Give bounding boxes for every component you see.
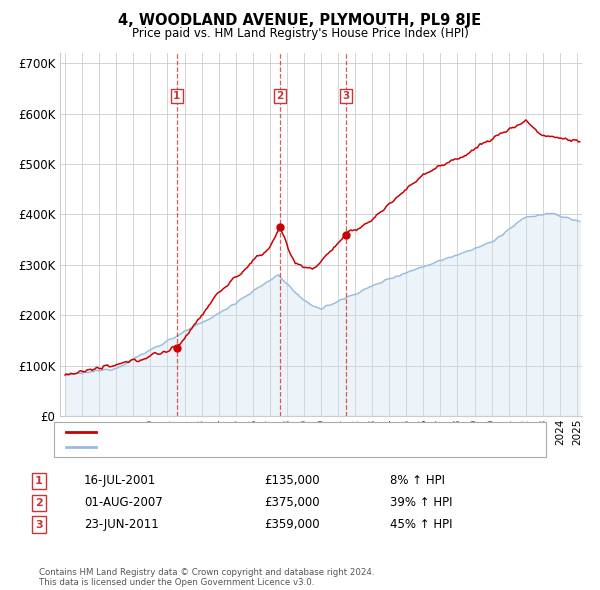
Text: 3: 3 [35, 520, 43, 529]
Text: 1: 1 [173, 91, 181, 101]
Text: 23-JUN-2011: 23-JUN-2011 [84, 518, 159, 531]
Text: £359,000: £359,000 [264, 518, 320, 531]
Text: Contains HM Land Registry data © Crown copyright and database right 2024.
This d: Contains HM Land Registry data © Crown c… [39, 568, 374, 587]
Text: 1: 1 [35, 476, 43, 486]
Text: 8% ↑ HPI: 8% ↑ HPI [390, 474, 445, 487]
Text: £135,000: £135,000 [264, 474, 320, 487]
Text: 39% ↑ HPI: 39% ↑ HPI [390, 496, 452, 509]
Text: 45% ↑ HPI: 45% ↑ HPI [390, 518, 452, 531]
Text: 4, WOODLAND AVENUE, PLYMOUTH, PL9 8JE: 4, WOODLAND AVENUE, PLYMOUTH, PL9 8JE [118, 13, 482, 28]
Text: 2: 2 [35, 498, 43, 507]
Text: 3: 3 [343, 91, 350, 101]
Text: HPI: Average price, detached house, City of Plymouth: HPI: Average price, detached house, City… [103, 442, 383, 453]
Text: 01-AUG-2007: 01-AUG-2007 [84, 496, 163, 509]
Text: £375,000: £375,000 [264, 496, 320, 509]
Text: Price paid vs. HM Land Registry's House Price Index (HPI): Price paid vs. HM Land Registry's House … [131, 27, 469, 40]
Text: 4, WOODLAND AVENUE, PLYMOUTH, PL9 8JE (detached house): 4, WOODLAND AVENUE, PLYMOUTH, PL9 8JE (d… [103, 427, 427, 437]
Text: 2: 2 [276, 91, 283, 101]
Text: 16-JUL-2001: 16-JUL-2001 [84, 474, 156, 487]
